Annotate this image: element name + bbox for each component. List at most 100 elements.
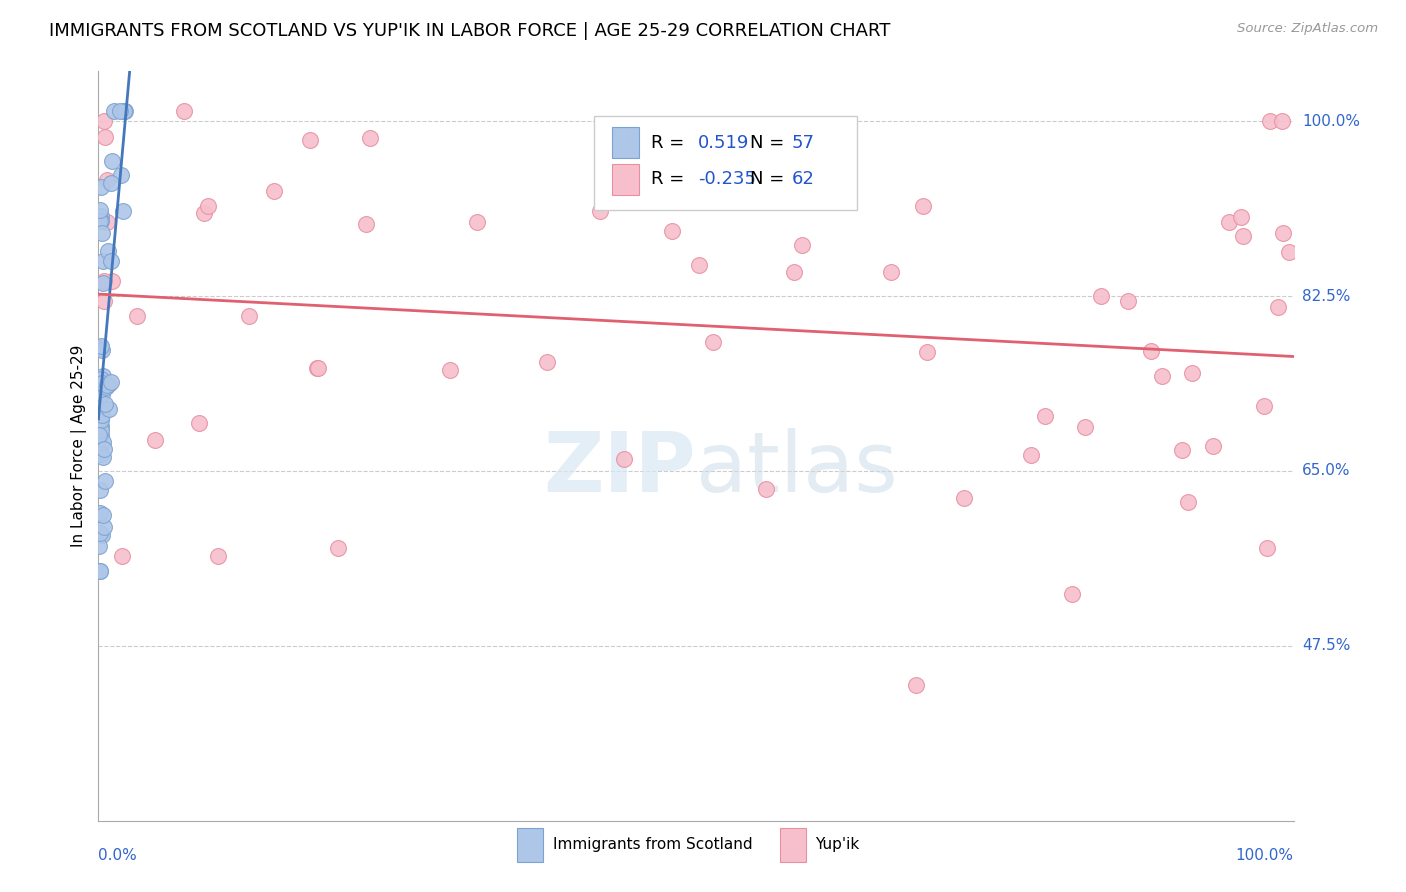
Point	[89, 526, 111, 541]
Point	[90, 424, 112, 438]
Point	[96, 377, 118, 392]
Point	[465, 215, 488, 229]
Text: N =: N =	[749, 134, 790, 152]
Point	[112, 203, 135, 218]
Point	[1253, 399, 1275, 413]
Point	[1256, 541, 1278, 555]
Point	[1271, 114, 1294, 128]
Text: 57: 57	[792, 134, 814, 152]
Point	[307, 360, 329, 375]
Point	[89, 214, 111, 228]
Point	[87, 214, 110, 228]
Point	[1073, 420, 1095, 434]
Point	[688, 258, 710, 272]
Point	[263, 184, 285, 198]
Point	[589, 204, 612, 219]
Text: 47.5%: 47.5%	[1302, 639, 1350, 653]
Point	[110, 104, 132, 119]
Point	[1181, 366, 1204, 380]
Point	[90, 385, 112, 400]
Point	[91, 386, 114, 401]
Point	[90, 428, 112, 442]
Point	[91, 434, 114, 449]
Text: Yup'ik: Yup'ik	[815, 838, 859, 853]
Point	[904, 678, 927, 692]
Point	[1232, 229, 1254, 244]
Point	[100, 176, 122, 190]
Point	[103, 104, 125, 119]
Point	[96, 215, 118, 229]
Point	[89, 214, 111, 228]
Point	[1177, 495, 1199, 509]
Point	[1271, 227, 1294, 241]
Point	[1033, 409, 1056, 423]
Point	[359, 131, 381, 145]
Point	[90, 343, 112, 358]
Point	[1218, 214, 1240, 228]
Point	[93, 442, 115, 456]
Point	[90, 528, 112, 542]
Point	[94, 474, 117, 488]
Point	[1060, 586, 1083, 600]
Point	[96, 172, 118, 186]
Point	[89, 564, 111, 578]
Point	[197, 199, 219, 213]
Point	[326, 541, 349, 555]
Point	[93, 520, 115, 534]
Point	[307, 360, 329, 375]
Point	[93, 293, 115, 308]
Point	[536, 354, 558, 368]
Text: IMMIGRANTS FROM SCOTLAND VS YUP'IK IN LABOR FORCE | AGE 25-29 CORRELATION CHART: IMMIGRANTS FROM SCOTLAND VS YUP'IK IN LA…	[49, 22, 890, 40]
Point	[188, 416, 211, 430]
Point	[90, 372, 112, 386]
FancyBboxPatch shape	[613, 127, 638, 158]
Point	[1202, 439, 1225, 453]
Point	[89, 506, 111, 520]
Point	[112, 104, 135, 119]
Point	[89, 483, 111, 498]
FancyBboxPatch shape	[613, 163, 638, 195]
Point	[111, 549, 134, 563]
Point	[1090, 289, 1112, 303]
Point	[755, 482, 778, 496]
Point	[91, 276, 114, 290]
Text: -0.235: -0.235	[699, 169, 756, 187]
Point	[100, 253, 122, 268]
Text: 0.519: 0.519	[699, 134, 749, 152]
Point	[90, 419, 112, 434]
Point	[98, 402, 121, 417]
Point	[90, 398, 112, 412]
Point	[98, 377, 121, 392]
Point	[173, 104, 195, 119]
Point	[93, 396, 115, 410]
Point	[207, 549, 229, 563]
Text: R =: R =	[651, 169, 689, 187]
Point	[661, 224, 683, 238]
Point	[193, 205, 215, 219]
Point	[911, 198, 934, 212]
Point	[952, 491, 974, 506]
Point	[125, 309, 148, 323]
Text: 100.0%: 100.0%	[1236, 848, 1294, 863]
Point	[100, 375, 122, 389]
Point	[1229, 210, 1251, 224]
Point	[143, 433, 166, 447]
FancyBboxPatch shape	[779, 828, 806, 862]
Point	[90, 341, 112, 355]
Point	[100, 274, 122, 288]
Point	[1267, 300, 1289, 314]
Point	[94, 129, 117, 144]
Point	[90, 180, 112, 194]
Point	[790, 237, 813, 252]
Text: Immigrants from Scotland: Immigrants from Scotland	[553, 838, 752, 853]
Point	[87, 539, 110, 553]
Point	[91, 508, 114, 522]
Point	[439, 362, 461, 376]
Point	[1019, 448, 1042, 462]
Point	[1278, 244, 1301, 259]
Point	[1171, 442, 1194, 457]
FancyBboxPatch shape	[595, 116, 858, 210]
Point	[91, 376, 114, 391]
Y-axis label: In Labor Force | Age 25-29: In Labor Force | Age 25-29	[72, 345, 87, 547]
Text: 0.0%: 0.0%	[98, 848, 138, 863]
